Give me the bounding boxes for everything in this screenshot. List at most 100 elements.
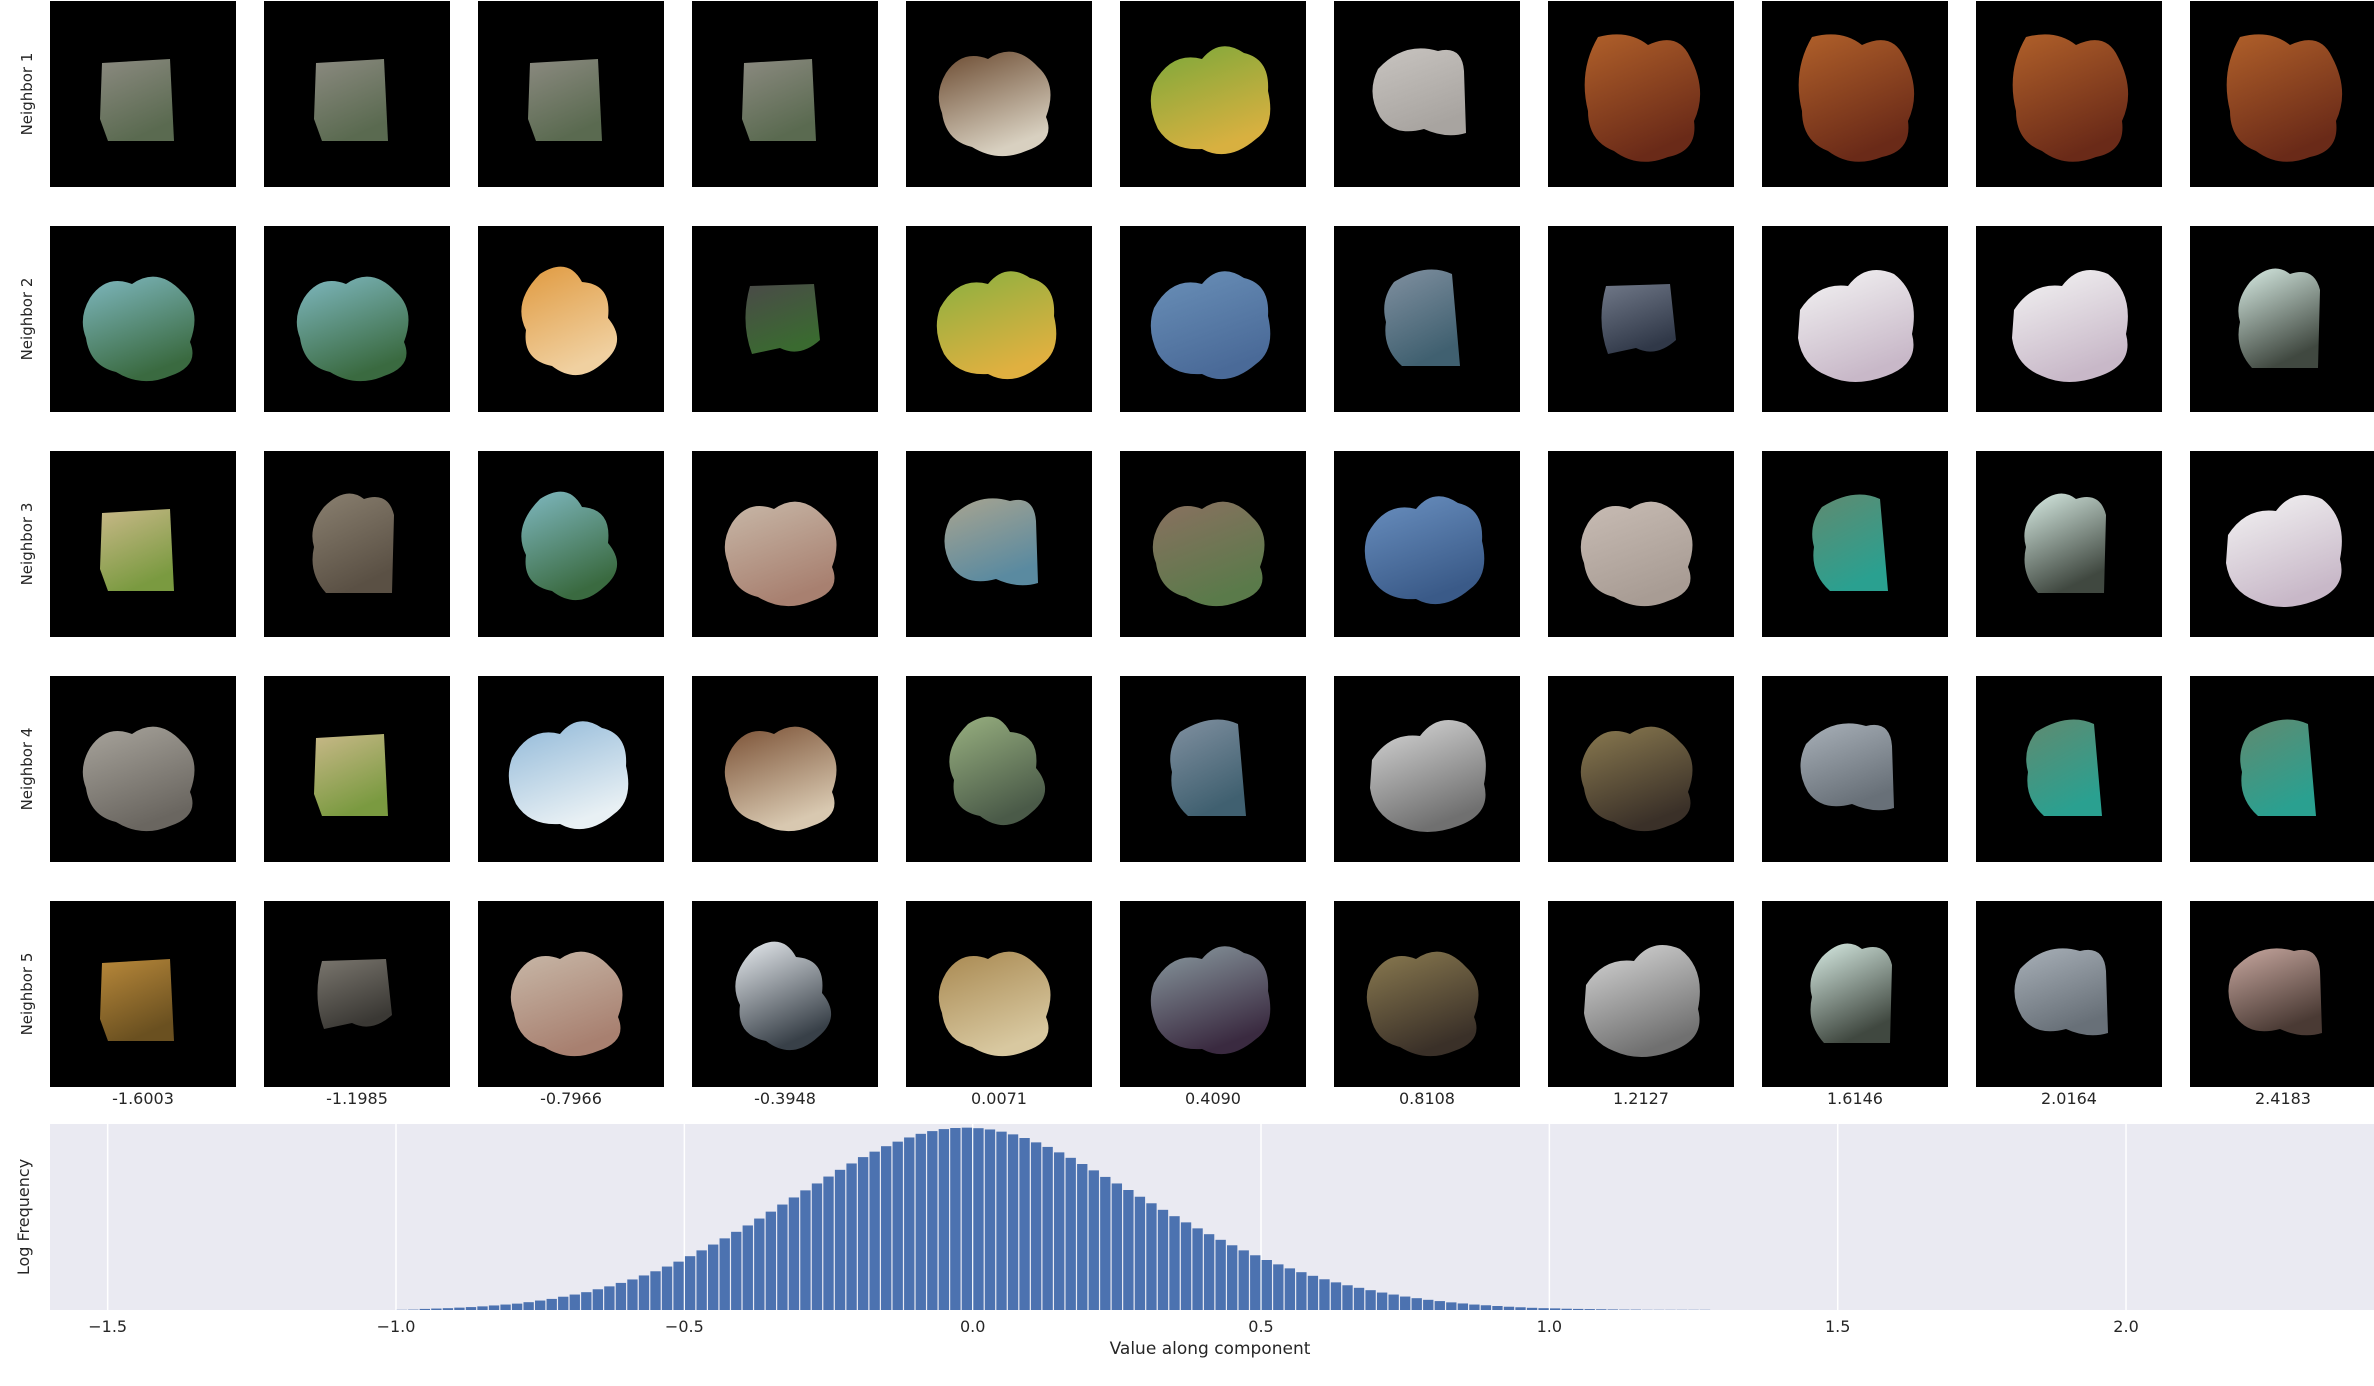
neighbor-image-tile: [50, 1, 236, 187]
neighbor-image-tile: [1976, 226, 2162, 412]
neighbor-image-tile: [264, 676, 450, 862]
neighbor-image-tile: [2190, 451, 2374, 637]
column-value-label: 2.4183: [2190, 1089, 2374, 1108]
neighbor-image-tile: [2190, 901, 2374, 1087]
histogram-bar: [1112, 1183, 1122, 1310]
row-label-neighbor-1: Neighbor 1: [16, 4, 38, 184]
masked-region: [1372, 48, 1466, 135]
masked-region: [1367, 952, 1479, 1057]
histogram-bar: [1573, 1309, 1583, 1310]
histogram-bar: [1192, 1228, 1202, 1310]
masked-region: [1384, 270, 1460, 367]
row-label-neighbor-4: Neighbor 4: [16, 679, 38, 859]
histogram-bar: [1561, 1309, 1571, 1310]
histogram-bar: [1319, 1279, 1329, 1310]
histogram-bar: [1365, 1290, 1375, 1310]
histogram-bar: [846, 1163, 856, 1310]
histogram-bar: [1308, 1276, 1318, 1310]
histogram-bar: [743, 1225, 753, 1310]
neighbor-image-tile: [1976, 676, 2162, 862]
histogram-bar: [731, 1232, 741, 1310]
histogram-bar: [1504, 1307, 1514, 1310]
masked-region: [100, 959, 174, 1041]
masked-region: [735, 942, 831, 1050]
histogram-bar: [1285, 1268, 1295, 1310]
histogram-bar: [1354, 1288, 1364, 1310]
neighbor-image-tile: [1120, 451, 1306, 637]
masked-region: [2240, 720, 2316, 817]
masked-region: [528, 59, 602, 141]
histogram-bar: [1538, 1308, 1548, 1310]
histogram-bar: [766, 1212, 776, 1310]
histogram-bar: [1400, 1297, 1410, 1310]
masked-region: [725, 502, 837, 607]
masked-region: [1812, 495, 1888, 592]
histogram-bar: [1008, 1134, 1018, 1310]
column-value-label: 0.8108: [1334, 1089, 1520, 1108]
histogram-bar: [1250, 1255, 1260, 1310]
masked-region: [745, 284, 820, 354]
masked-region: [937, 271, 1056, 379]
histogram-bar: [1123, 1190, 1133, 1310]
masked-region: [2228, 948, 2322, 1035]
neighbor-image-tile: [1762, 1, 1948, 187]
masked-region: [1153, 502, 1265, 607]
histogram-bar: [650, 1271, 660, 1310]
histogram-bar: [973, 1128, 983, 1310]
histogram-bar: [1077, 1164, 1087, 1310]
neighbor-image-tile: [906, 226, 1092, 412]
x-tick-label: 0.0: [960, 1317, 985, 1336]
masked-region: [2226, 495, 2342, 607]
histogram-bar: [1262, 1260, 1272, 1310]
histogram-bar: [1458, 1303, 1468, 1310]
neighbor-image-tile: [1762, 901, 1948, 1087]
neighbor-image-tile: [2190, 676, 2374, 862]
neighbor-image-tile: [478, 226, 664, 412]
histogram-bar: [1492, 1306, 1502, 1310]
neighbor-image-tile: [1334, 451, 1520, 637]
neighbor-image-tile: [906, 901, 1092, 1087]
histogram-bar: [1296, 1272, 1306, 1310]
histogram-bar: [1550, 1308, 1560, 1310]
neighbor-image-tile: [1548, 451, 1734, 637]
neighbor-image-tile: [1976, 1, 2162, 187]
x-tick-label: −1.0: [377, 1317, 416, 1336]
column-value-label: 1.2127: [1548, 1089, 1734, 1108]
neighbor-image-tile: [1976, 451, 2162, 637]
neighbor-image-tile: [50, 676, 236, 862]
histogram-bar: [985, 1129, 995, 1310]
masked-region: [1370, 720, 1486, 832]
neighbor-image-tile: [1548, 901, 1734, 1087]
histogram-bar: [1527, 1308, 1537, 1310]
masked-region: [1798, 270, 1914, 382]
histogram-bar: [558, 1297, 568, 1310]
histogram-bar: [420, 1309, 430, 1310]
column-value-label: -0.7966: [478, 1089, 664, 1108]
neighbor-image-tile: [692, 676, 878, 862]
histogram-bar: [477, 1306, 487, 1310]
histogram-bar: [454, 1308, 464, 1310]
neighbor-image-tile: [1548, 1, 1734, 187]
histogram-bar: [535, 1301, 545, 1310]
masked-region: [1170, 720, 1246, 817]
histogram-bar: [789, 1197, 799, 1310]
neighbor-image-tile: [1762, 226, 1948, 412]
masked-region: [1585, 34, 1700, 161]
neighbor-image-tile: [906, 676, 1092, 862]
histogram-bar: [927, 1131, 937, 1310]
masked-region: [939, 952, 1051, 1057]
histogram-bar: [962, 1128, 972, 1310]
neighbor-image-tile: [264, 901, 450, 1087]
masked-region: [949, 717, 1045, 825]
masked-region: [312, 494, 394, 593]
histogram-bar: [489, 1305, 499, 1310]
histogram-bar: [939, 1129, 949, 1310]
histogram-bar: [1135, 1197, 1145, 1310]
neighbor-image-tile: [1548, 226, 1734, 412]
histogram-bar: [1388, 1295, 1398, 1310]
neighbor-image-tile: [1120, 226, 1306, 412]
masked-region: [2014, 948, 2108, 1035]
masked-region: [509, 721, 628, 829]
masked-region: [1584, 945, 1700, 1057]
histogram-bar: [673, 1262, 683, 1310]
